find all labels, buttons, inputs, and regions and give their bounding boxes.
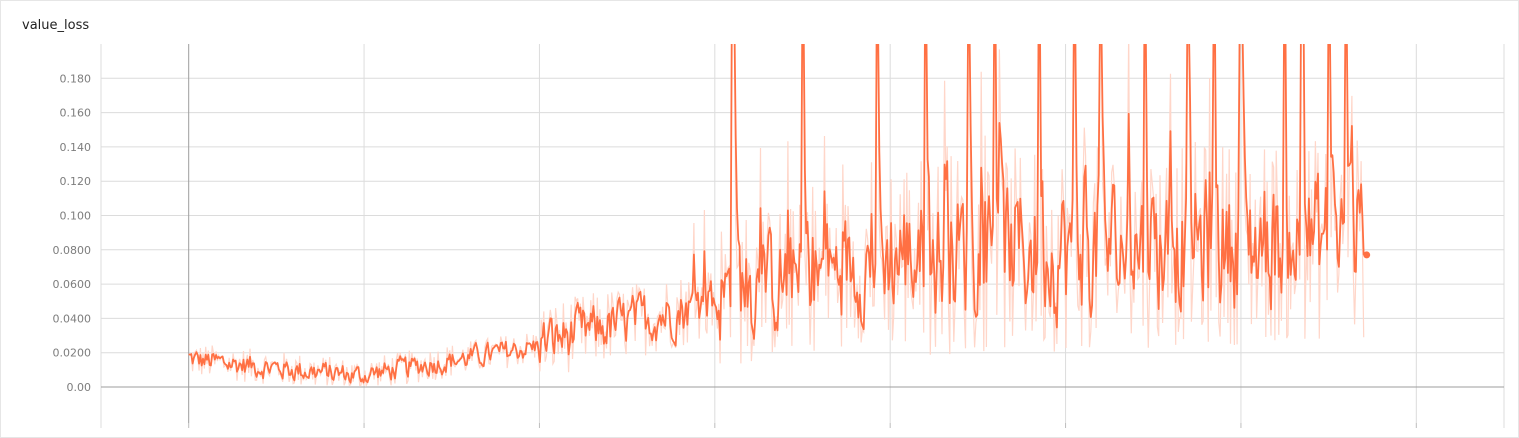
raw-series-line [188, 44, 1365, 388]
y-tick-label: 0.140 [60, 141, 92, 154]
y-tick-label: 0.180 [60, 72, 92, 85]
y-axis: 0.00 0.0200 0.0400 0.0600 0.0800 0.100 0.120 0.… [53, 72, 92, 394]
y-tick-label: 0.0200 [53, 347, 92, 360]
smoothed-series-line [188, 44, 1365, 384]
y-tick-label: 0.0800 [53, 244, 92, 257]
y-tick-label: 0.00 [67, 381, 92, 394]
y-tick-label: 0.160 [60, 107, 92, 120]
y-tick-label: 0.0400 [53, 312, 92, 325]
last-point-marker [1363, 251, 1371, 259]
plot-area [188, 44, 1365, 388]
chart-title: value_loss [22, 18, 90, 33]
axes [101, 386, 1504, 428]
y-tick-label: 0.0600 [53, 278, 92, 291]
y-tick-label: 0.100 [60, 209, 92, 222]
y-tick-label: 0.120 [60, 175, 92, 188]
